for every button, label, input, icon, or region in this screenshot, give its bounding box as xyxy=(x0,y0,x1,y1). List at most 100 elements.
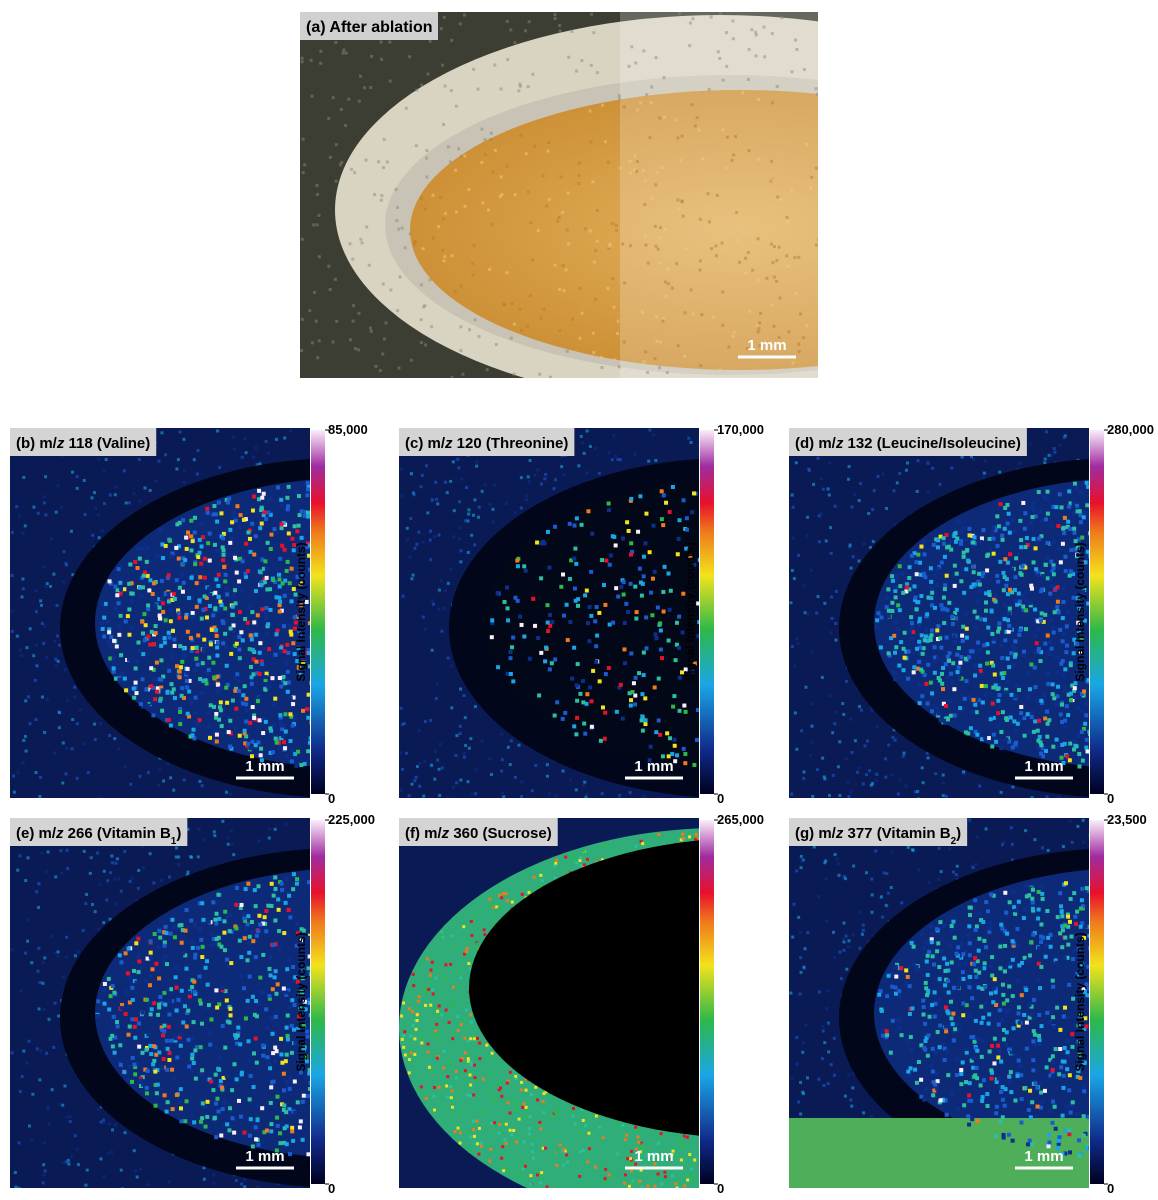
photo-texture xyxy=(664,294,667,297)
heatmap-pixel xyxy=(182,438,185,441)
heatmap-pixel xyxy=(124,951,128,955)
heatmap-pixel xyxy=(1042,694,1046,698)
heatmap-pixel xyxy=(1068,527,1072,531)
photo-texture xyxy=(644,350,647,353)
photo-texture xyxy=(601,104,604,107)
heatmap-pixel xyxy=(1000,534,1004,538)
heatmap-pixel xyxy=(1064,569,1068,573)
heatmap-pixel xyxy=(467,513,470,516)
heatmap-pixel xyxy=(258,976,262,980)
heatmap-pixel xyxy=(152,642,156,646)
heatmap-pixel xyxy=(293,716,297,720)
heatmap-pixel xyxy=(999,502,1003,506)
heatmap-pixel xyxy=(24,952,27,955)
heatmap-pixel xyxy=(228,745,232,749)
heatmap-pixel xyxy=(152,581,156,585)
heatmap-pixel xyxy=(50,537,53,540)
heatmap-pixel xyxy=(137,869,140,872)
heatmap-pixel xyxy=(972,570,976,574)
heatmap-pixel xyxy=(55,664,58,667)
heatmap-pixel xyxy=(1051,626,1055,630)
heatmap-pixel xyxy=(192,980,196,984)
heatmap-pixel xyxy=(145,1086,149,1090)
heatmap-pixel xyxy=(894,645,898,649)
heatmap-pixel xyxy=(1061,616,1065,620)
photo-texture xyxy=(805,324,808,327)
photo-texture xyxy=(682,215,685,218)
heatmap-pixel xyxy=(196,449,199,452)
heatmap-pixel xyxy=(220,724,224,728)
heatmap-pixel xyxy=(119,587,123,591)
heatmap-pixel xyxy=(221,1024,225,1028)
photo-texture xyxy=(615,224,618,227)
heatmap-pixel xyxy=(222,1101,226,1105)
heatmap-pixel xyxy=(946,655,950,659)
heatmap-pixel xyxy=(100,621,104,625)
heatmap-pixel xyxy=(658,621,662,625)
heatmap-pixel xyxy=(182,481,185,484)
heatmap-pixel xyxy=(1046,672,1050,676)
heatmap-pixel xyxy=(923,673,927,677)
heatmap-pixel xyxy=(151,1062,155,1066)
title-part: (c) m/ xyxy=(405,435,446,452)
heatmap-pixel xyxy=(230,520,234,524)
heatmap-pixel xyxy=(1082,511,1086,515)
heatmap-pixel xyxy=(149,666,153,670)
heatmap-pixel xyxy=(39,599,42,602)
photo-texture xyxy=(450,89,453,92)
heatmap-pixel xyxy=(76,722,79,725)
heatmap-pixel xyxy=(243,684,247,688)
heatmap-pixel xyxy=(654,632,658,636)
heatmap-pixel xyxy=(278,1141,282,1145)
heatmap-pixel xyxy=(1012,719,1016,723)
heatmap-pixel xyxy=(37,906,40,909)
heatmap-pixel xyxy=(197,855,200,858)
heatmap-pixel xyxy=(161,556,165,560)
heatmap-pixel xyxy=(232,436,235,439)
heatmap-pixel xyxy=(124,1012,128,1016)
heatmap-pixel xyxy=(884,757,887,760)
heatmap-pixel xyxy=(986,626,990,630)
colorbar-label: Signal Intensity (counts) xyxy=(294,542,308,681)
heatmap-pixel xyxy=(653,570,657,574)
photo-texture xyxy=(721,290,724,293)
heatmap-pixel xyxy=(114,607,118,611)
heatmap-pixel xyxy=(157,460,160,463)
heatmap-pixel xyxy=(41,622,44,625)
heatmap-pixel xyxy=(191,539,195,543)
photo-texture xyxy=(331,340,334,343)
heatmap-pixel xyxy=(589,570,593,574)
heatmap-pixel xyxy=(540,482,543,485)
heatmap-pixel xyxy=(546,603,550,607)
heatmap-pixel xyxy=(165,1110,169,1114)
heatmap-pixel xyxy=(126,971,130,975)
heatmap-pixel xyxy=(572,724,576,728)
colorbar xyxy=(700,430,714,794)
heatmap-pixel xyxy=(957,676,961,680)
heatmap-pixel xyxy=(927,756,930,759)
heatmap-pixel xyxy=(159,644,163,648)
heatmap-pixel xyxy=(59,849,62,852)
heatmap-pixel xyxy=(270,904,274,908)
photo-texture xyxy=(592,351,595,354)
heatmap-pixel xyxy=(625,520,629,524)
photo-texture xyxy=(732,37,735,40)
heatmap-pixel xyxy=(585,692,589,696)
heatmap-pixel xyxy=(990,532,994,536)
heatmap-pixel xyxy=(163,641,167,645)
heatmap-pixel xyxy=(254,1037,258,1041)
heatmap-pixel xyxy=(578,692,582,696)
heatmap-pixel xyxy=(256,699,260,703)
heatmap-pixel xyxy=(935,628,939,632)
heatmap-pixel xyxy=(239,1115,243,1119)
heatmap-pixel xyxy=(103,870,106,873)
heatmap-pixel xyxy=(539,541,543,545)
photo-texture xyxy=(357,348,360,351)
heatmap-pixel xyxy=(572,646,576,650)
heatmap-pixel xyxy=(871,508,874,511)
heatmap-pixel xyxy=(418,785,421,788)
heatmap-pixel xyxy=(254,999,258,1003)
heatmap-pixel xyxy=(423,760,426,763)
heatmap-pixel xyxy=(306,749,310,753)
photo-texture xyxy=(351,258,354,261)
